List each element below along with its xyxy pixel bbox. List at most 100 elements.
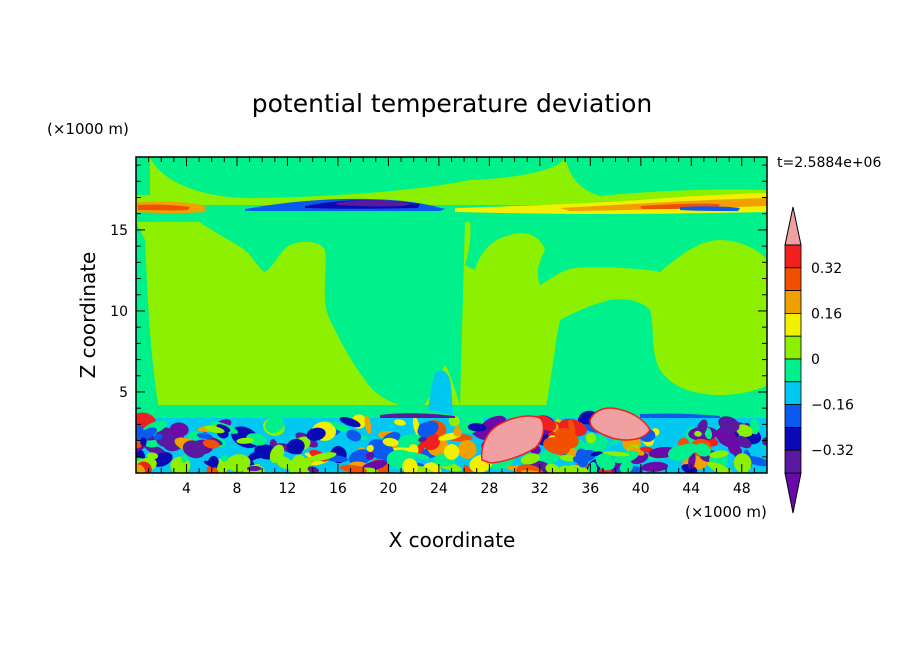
boundary-layer-cell [718, 416, 740, 432]
chart-title: potential temperature deviation [252, 89, 652, 118]
colorbar-swatch [784, 426, 802, 451]
colorbar-tick-label: −0.16 [811, 398, 854, 414]
colorbar-swatch [784, 290, 802, 314]
x-tick-label: 36 [581, 481, 599, 497]
field-upper-layer [136, 193, 767, 214]
boundary-layer-cell [346, 429, 362, 442]
boundary-layer-cell [188, 430, 201, 442]
boundary-layer-cell [563, 455, 571, 462]
colorbar: 0.32 0.16 0 −0.16 −0.32 [784, 206, 854, 514]
field-cyan-column [428, 370, 453, 415]
y-tick-label: 5 [119, 385, 128, 401]
boundary-layer-cell [554, 428, 579, 449]
boundary-layer-cell [146, 452, 159, 460]
x-axis: 4 8 12 16 20 24 28 32 36 40 44 48 [148, 157, 755, 497]
colorbar-swatch [784, 358, 802, 383]
boundary-layer-cell [216, 424, 231, 433]
colorbar-tick-label: 0 [811, 352, 820, 368]
boundary-layer-cell [694, 443, 711, 457]
colorbar-swatch [784, 449, 802, 474]
boundary-layer-blobs [136, 410, 767, 473]
y-tick-label: 15 [110, 223, 128, 239]
boundary-layer-cell [306, 427, 326, 441]
colorbar-swatch [784, 404, 802, 428]
x-tick-label: 40 [632, 481, 650, 497]
boundary-layer-cell [265, 416, 285, 434]
boundary-layer-cell [236, 437, 255, 444]
boundary-layer-cell [641, 461, 669, 472]
boundary-layer-cell [709, 450, 729, 459]
boundary-layer-cell [208, 455, 219, 468]
boundary-layer-cell [136, 427, 157, 441]
boundary-layer-cell [329, 421, 351, 433]
boundary-layer-cell [339, 464, 367, 473]
warm-anomaly-1 [480, 415, 545, 464]
boundary-layer-cell [366, 444, 374, 453]
boundary-layer-cell [704, 427, 713, 440]
boundary-layer-cell [286, 438, 305, 455]
boundary-layer-cell [181, 453, 188, 463]
x-tick-label: 16 [329, 481, 347, 497]
boundary-layer-cell [307, 466, 319, 473]
boundary-layer-cell [639, 446, 654, 453]
boundary-layer-cell [288, 456, 312, 473]
boundary-layer-cell [196, 433, 213, 439]
boundary-layer-cell [226, 454, 251, 472]
boundary-layer-cell [585, 432, 597, 444]
colorbar-top-triangle [784, 206, 802, 246]
boundary-layer-cell [443, 444, 460, 460]
boundary-layer-cell [457, 440, 477, 459]
colorbar-tick-label: −0.32 [811, 443, 854, 459]
boundary-layer-cell [401, 433, 425, 446]
boundary-layer-cell [136, 442, 142, 449]
boundary-layer-cell [155, 427, 175, 447]
y-axis-label: Z coordinate [76, 252, 100, 379]
boundary-layer-cell [575, 448, 589, 468]
x-tick-label: 44 [682, 481, 700, 497]
boundary-layer-cell [417, 420, 439, 438]
boundary-layer-cell [364, 415, 372, 435]
x-tick-label: 4 [182, 481, 191, 497]
boundary-layer-cell [206, 464, 219, 473]
x-tick-label: 28 [480, 481, 498, 497]
boundary-layer-cell [136, 464, 146, 473]
field-lower-inversion [380, 413, 455, 418]
boundary-layer-cell [619, 461, 634, 473]
colorbar-bottom-triangle [784, 472, 802, 514]
colorbar-swatch [784, 381, 802, 405]
boundary-layer-cell [269, 444, 285, 463]
colorbar-swatch [784, 267, 802, 291]
boundary-layer-cell [413, 465, 435, 473]
x-tick-label: 48 [733, 481, 751, 497]
boundary-layer-cell [246, 465, 262, 472]
colorbar-swatch [784, 335, 802, 360]
boundary-layer-cell [677, 443, 698, 456]
x-axis-label: X coordinate [389, 528, 516, 552]
x-tick-label: 12 [279, 481, 297, 497]
y-tick-label: 10 [110, 304, 128, 320]
boundary-layer-cell [140, 437, 147, 446]
boundary-layer-cell [204, 425, 225, 434]
boundary-layer-cell [602, 451, 630, 457]
boundary-layer-cell [418, 436, 427, 443]
boundary-layer-cell [308, 452, 337, 462]
boundary-layer-cell [628, 446, 645, 456]
y-unit-label: (×1000 m) [47, 120, 129, 138]
x-tick-label: 24 [430, 481, 448, 497]
boundary-layer-cell [202, 439, 220, 449]
boundary-layer-cell [467, 423, 487, 432]
boundary-layer-cell [405, 451, 430, 459]
boundary-layer-cell [169, 422, 189, 437]
boundary-layer-cell [694, 430, 702, 437]
y-axis: 5 10 15 [110, 164, 767, 458]
boundary-layer-cell [216, 463, 227, 473]
boundary-layer-cell [382, 437, 399, 447]
boundary-layer-cell [365, 451, 375, 461]
colorbar-swatch [784, 312, 802, 337]
boundary-layer-cell [520, 453, 540, 465]
boundary-layer-cell [348, 449, 372, 466]
boundary-layer-cell [733, 453, 752, 473]
colorbar-swatch [784, 244, 802, 269]
boundary-layer-cell [182, 440, 206, 459]
